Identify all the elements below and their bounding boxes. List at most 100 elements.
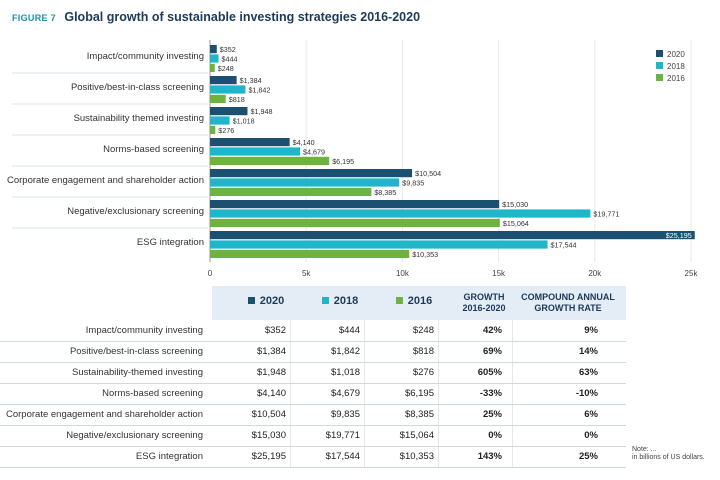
cell-v2020: $4,140 <box>256 388 286 399</box>
data-label: $10,353 <box>412 250 438 259</box>
data-label: $4,140 <box>293 138 315 147</box>
cell-cagr: 63% <box>578 367 598 378</box>
table-row: ESG integration $25,195 $17,544 $10,353 143%… <box>0 446 626 468</box>
swatch-2020 <box>247 297 255 304</box>
x-tick-label: 0 <box>208 269 213 278</box>
row-category: Corporate engagement and shareholder act… <box>6 409 203 420</box>
legend-swatch-2016 <box>656 74 663 81</box>
category-label: Positive/best-in-class screening <box>71 82 204 93</box>
bar-2016 <box>210 156 330 165</box>
data-label: $352 <box>220 45 236 54</box>
footnote: Note: ... in billions of US dollars. <box>632 446 705 461</box>
bar-2018 <box>210 209 591 218</box>
figure-header: FIGURE 7 Global growth of sustainable in… <box>12 8 420 26</box>
bar-2016 <box>210 249 410 258</box>
data-label: $6,195 <box>332 157 354 166</box>
cell-v2018: $9,835 <box>330 409 360 420</box>
data-label: $8,385 <box>374 188 396 197</box>
data-label: $248 <box>218 64 234 73</box>
cell-v2020: $25,195 <box>251 451 286 462</box>
category-label: Sustainability themed investing <box>74 113 204 124</box>
table-row: Negative/exclusionary screening $15,030 $1… <box>0 425 626 447</box>
cell-growth: 0% <box>488 430 502 441</box>
x-tick-label: 5k <box>302 269 311 278</box>
column-separator <box>438 320 439 468</box>
cell-v2016: $276 <box>412 367 434 378</box>
row-category: Impact/community investing <box>85 325 203 336</box>
header-2020: 2020 <box>236 296 296 307</box>
header-growth: GROWTH 2016-2020 <box>462 292 506 313</box>
legend-swatch-2020 <box>656 50 663 57</box>
cell-growth: 69% <box>482 346 502 357</box>
category-label: Negative/exclusionary screening <box>67 206 204 217</box>
data-label: $4,679 <box>303 147 325 156</box>
data-label: $10,504 <box>415 169 441 178</box>
cell-v2018: $444 <box>338 325 360 336</box>
cell-v2018: $19,771 <box>325 430 360 441</box>
table-row: Sustainability-themed investing $1,948 $1,… <box>0 362 626 384</box>
cell-growth: -33% <box>479 388 502 399</box>
row-category: Norms-based screening <box>102 388 203 399</box>
data-label: $1,018 <box>233 116 255 125</box>
bar-2018 <box>210 240 548 249</box>
cell-v2018: $1,842 <box>330 346 360 357</box>
bar-2016 <box>210 94 226 103</box>
cell-growth: 42% <box>482 325 502 336</box>
data-label: $15,064 <box>503 219 529 228</box>
bar-2018 <box>210 85 246 94</box>
cell-v2016: $248 <box>412 325 434 336</box>
legend-label-2016: 2016 <box>667 74 685 83</box>
legend-label-2020: 2020 <box>667 50 685 59</box>
bar-2018 <box>210 54 219 63</box>
bar-chart: 0 5k 10k 15k 20k 25k Impact/community investin… <box>7 40 699 278</box>
cell-cagr: 6% <box>584 409 598 420</box>
figure-label: FIGURE 7 <box>12 13 56 23</box>
row-category: Positive/best-in-class screening <box>69 346 203 357</box>
data-label: $444 <box>222 54 238 63</box>
figure-title: Global growth of sustainable investing s… <box>64 10 421 24</box>
row-category: ESG integration <box>135 451 203 462</box>
data-label: $17,544 <box>551 240 577 249</box>
cell-growth: 143% <box>477 451 502 462</box>
cell-v2016: $15,064 <box>399 430 434 441</box>
swatch-2018 <box>321 297 329 304</box>
cell-v2018: $17,544 <box>325 451 360 462</box>
cell-cagr: 14% <box>578 346 598 357</box>
cell-v2016: $6,195 <box>404 388 434 399</box>
x-tick-label: 25k <box>685 269 699 278</box>
table-row: Impact/community investing $352 $444 $248 42… <box>0 320 626 342</box>
cell-cagr: 0% <box>584 430 598 441</box>
bar-2020 <box>210 169 413 178</box>
table-row: Norms-based screening $4,140 $4,679 $6,195 -… <box>0 383 626 405</box>
cell-growth: 605% <box>477 367 502 378</box>
bar-2016 <box>210 218 500 227</box>
data-label: $15,030 <box>502 200 528 209</box>
cell-v2016: $818 <box>412 346 434 357</box>
data-label: $1,948 <box>250 107 272 116</box>
x-tick-label: 10k <box>396 269 410 278</box>
category-label: Norms-based screening <box>103 144 204 155</box>
cell-v2020: $1,948 <box>256 367 286 378</box>
data-label: $19,771 <box>593 209 619 218</box>
cell-v2020: $10,504 <box>251 409 286 420</box>
bar-2020 <box>210 107 248 116</box>
cell-growth: 25% <box>482 409 502 420</box>
table-header: 2020 2018 2016 GROWTH 2016-2020 COMPOUND … <box>212 286 626 320</box>
swatch-2016 <box>395 297 403 304</box>
data-label: $1,842 <box>248 85 270 94</box>
bar-2020 <box>210 231 695 240</box>
cell-v2020: $352 <box>264 325 286 336</box>
x-tick-label: 15k <box>492 269 506 278</box>
cell-v2018: $4,679 <box>330 388 360 399</box>
cell-v2020: $1,384 <box>256 346 286 357</box>
category-label: Corporate engagement and shareholder act… <box>7 175 204 186</box>
category-label: ESG integration <box>137 237 204 248</box>
legend-swatch-2018 <box>656 62 663 69</box>
table-row: Corporate engagement and shareholder act… <box>0 404 626 426</box>
data-label: $25,195 <box>666 231 692 240</box>
cell-v2016: $10,353 <box>399 451 434 462</box>
bar-2018 <box>210 147 301 156</box>
header-2016: 2016 <box>384 296 444 307</box>
bar-2020 <box>210 200 500 209</box>
data-label: $9,835 <box>402 178 424 187</box>
